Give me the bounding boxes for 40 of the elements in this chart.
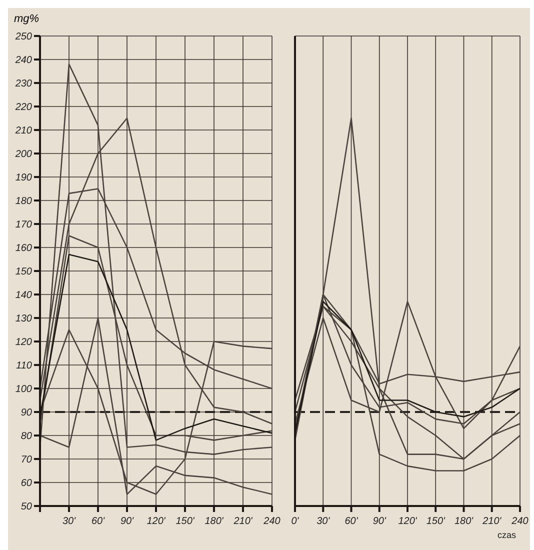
x-tick-label: 180' [454,516,474,527]
y-tick-label: 190 [15,172,32,184]
y-tick-label: 50 [20,502,32,513]
x-tick-label: 240 [510,516,529,527]
x-tick-label: 210' [482,516,502,527]
x-tick-label: 120' [146,516,166,527]
y-tick-label: 170 [15,220,32,231]
x-tick-label: 210' [232,516,254,527]
y-tick-label: 180 [15,196,32,208]
y-tick-label: 220 [14,102,32,114]
x-tick-label: 150' [426,516,446,527]
x-tick-label: 90' [372,516,387,527]
y-tick-label: 250 [14,32,32,43]
y-tick-label: 90 [20,408,32,419]
y-tick-label: 60 [20,478,32,490]
y-tick-label: 150 [15,266,32,278]
y-tick-label: 130 [15,314,32,325]
x-axis-title: czas [497,530,516,540]
y-tick-label: 240 [14,55,32,66]
x-tick-label: 180' [204,516,224,527]
x-tick-label: 30' [316,516,331,527]
x-tick-label: 150' [176,516,196,527]
y-tick-label: 110 [16,360,32,372]
y-tick-label: 100 [15,384,32,396]
y-tick-label: 80 [20,431,32,442]
y-tick-label: 70 [20,454,32,466]
y-tick-label: 140 [15,290,32,302]
y-tick-label: 160 [15,243,32,254]
x-tick-label: 240 [262,516,281,527]
y-axis-title: mg% [13,12,40,27]
x-tick-label: 90' [120,516,135,527]
x-tick-label: 0' [291,516,300,527]
y-tick-label: 200 [14,149,32,160]
y-tick-label: 230 [14,78,32,90]
x-tick-label: 60' [91,516,106,527]
x-tick-label: 30' [62,516,77,527]
y-tick-label: 120 [15,337,32,348]
x-tick-label: 60' [344,516,359,527]
y-tick-label: 210 [14,126,32,137]
x-tick-label: 120' [398,516,418,527]
